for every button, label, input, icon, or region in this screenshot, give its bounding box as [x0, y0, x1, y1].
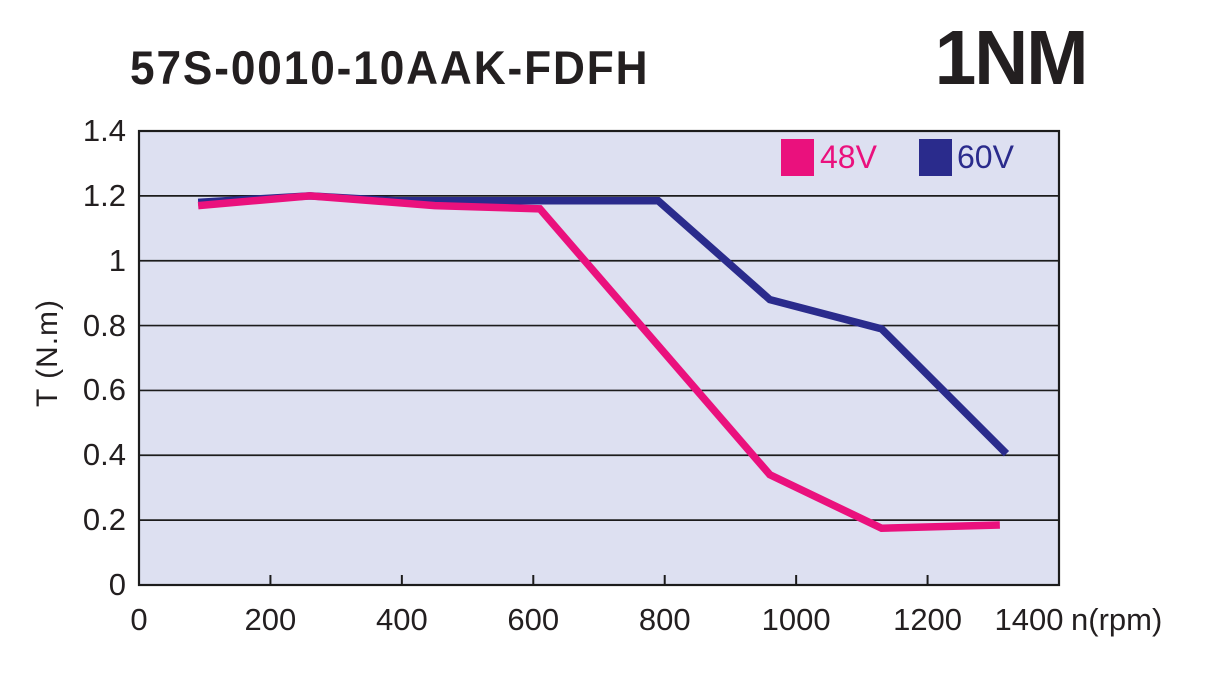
x-tick-label: 800 — [638, 602, 691, 637]
x-tick-label: 600 — [507, 602, 560, 637]
y-tick-label: 1.2 — [82, 177, 126, 213]
y-tick-label: 0.2 — [82, 502, 126, 538]
y-tick-label: 1 — [108, 242, 126, 278]
torque-rating-label: 1NM — [935, 15, 1089, 101]
x-tick-label: 200 — [244, 602, 297, 637]
x-axis-unit-label: n(rpm) — [1071, 602, 1163, 637]
y-tick-label: 0 — [108, 567, 126, 602]
x-tick-label: 400 — [375, 602, 428, 637]
legend-swatch-48v — [781, 139, 814, 176]
series-line-48v — [197, 192, 1000, 533]
y-tick-label: 0.4 — [82, 437, 126, 473]
x-tick-label: 1000 — [761, 602, 831, 637]
model-number-title: 57S-0010-10AAK-FDFH — [130, 41, 650, 94]
y-tick-label: 0.6 — [82, 372, 126, 408]
y-tick-label: 1.4 — [82, 113, 126, 148]
x-tick-label: 0 — [130, 602, 148, 637]
x-tick-label: 1400 — [994, 602, 1064, 637]
plot-border — [137, 129, 1061, 587]
legend-swatch-60v — [919, 139, 952, 176]
legend-label-48v: 48V — [820, 139, 877, 175]
y-tick-label: 0.8 — [82, 307, 126, 343]
x-tick-label: 1200 — [893, 602, 963, 637]
legend-label-60v: 60V — [957, 139, 1014, 175]
